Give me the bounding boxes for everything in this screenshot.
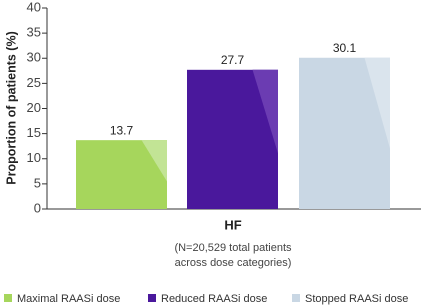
bar-highlight — [141, 140, 167, 182]
y-tick-label: 25 — [27, 75, 41, 90]
y-tick-label: 40 — [27, 0, 41, 14]
value-label: 27.7 — [221, 53, 245, 67]
y-axis-label: Proportion of patients (%) — [4, 31, 18, 184]
y-tick-label: 20 — [27, 100, 41, 115]
y-tick-label: 5 — [34, 175, 41, 190]
y-tick-label: 10 — [27, 150, 41, 165]
bar-highlight — [364, 57, 390, 149]
note: (N=20,529 total patients — [174, 242, 292, 254]
x-tick-label: HF — [224, 217, 241, 232]
y-tick-label: 30 — [27, 50, 41, 65]
legend-label: Stopped RAASi dose — [305, 293, 408, 305]
value-label: 13.7 — [110, 123, 134, 137]
note: across dose categories) — [175, 257, 292, 269]
legend-label: Maximal RAASi dose — [17, 293, 120, 305]
legend-label: Reduced RAASi dose — [161, 293, 267, 305]
value-label: 30.1 — [333, 41, 357, 55]
legend-swatch — [292, 294, 300, 302]
legend-swatch — [4, 294, 12, 302]
y-tick-label: 0 — [34, 200, 41, 215]
legend-swatch — [148, 294, 156, 302]
bar-highlight — [252, 69, 278, 154]
y-tick-label: 35 — [27, 25, 41, 40]
y-tick-label: 15 — [27, 125, 41, 140]
